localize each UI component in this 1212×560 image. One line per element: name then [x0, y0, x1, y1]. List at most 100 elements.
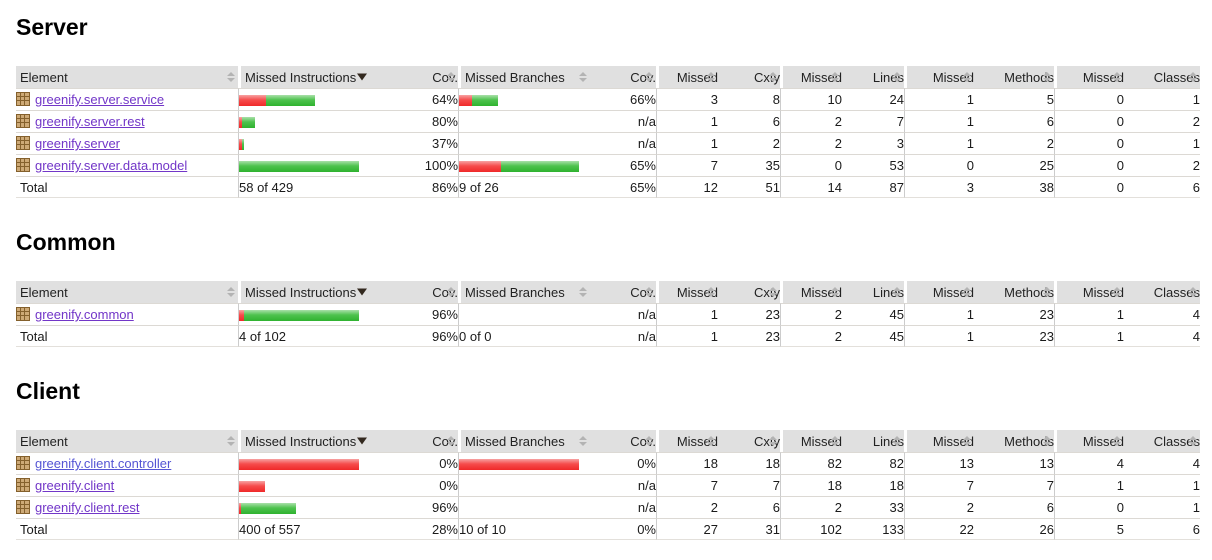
column-header-missed-5[interactable]: Missed [656, 430, 718, 452]
classes-cell: 2 [1124, 154, 1200, 176]
column-header-classes-12[interactable]: Classes [1124, 66, 1200, 88]
column-header-missed-branches-3[interactable]: Missed Branches [458, 66, 590, 88]
sort-icon [1043, 287, 1051, 297]
sort-up-arrow-icon [447, 436, 455, 440]
sort-up-arrow-icon [1113, 72, 1121, 76]
missed-classes-cell: 1 [1054, 303, 1124, 325]
table-body: greenify.common 96% n/a 1 23 2 45 1 23 1 4 [16, 303, 1200, 325]
column-header-element-0[interactable]: Element [16, 281, 238, 303]
total-methods-cell: 26 [974, 518, 1054, 540]
column-header-missed-5[interactable]: Missed [656, 281, 718, 303]
column-header-cxty-6[interactable]: Cxty [718, 430, 780, 452]
sort-down-arrow-icon [1113, 293, 1121, 297]
column-header-missed-instructions-1[interactable]: Missed Instructions [238, 281, 370, 303]
column-header-label: Element [20, 433, 68, 449]
total-row: Total 400 of 557 28% 10 of 10 0% 27 31 102 133 22… [16, 518, 1200, 540]
column-header-classes-12[interactable]: Classes [1124, 430, 1200, 452]
sort-up-arrow-icon [769, 436, 777, 440]
column-header-cov-2[interactable]: Cov. [370, 66, 458, 88]
missed-lines-cell: 0 [780, 154, 842, 176]
column-header-classes-12[interactable]: Classes [1124, 281, 1200, 303]
column-header-missed-instructions-1[interactable]: Missed Instructions [238, 66, 370, 88]
sort-down-arrow-icon [707, 442, 715, 446]
column-header-cov-2[interactable]: Cov. [370, 281, 458, 303]
sort-icon [769, 287, 777, 297]
missed-cell: 18 [656, 452, 718, 474]
header-row: Element Missed Instructions Cov. Missed Bra… [16, 430, 1200, 452]
column-header-element-0[interactable]: Element [16, 66, 238, 88]
coverage-bar-cell [458, 132, 590, 154]
sort-down-arrow-icon [1043, 442, 1051, 446]
classes-cell: 1 [1124, 496, 1200, 518]
column-header-missed-11[interactable]: Missed [1054, 66, 1124, 88]
sort-up-arrow-icon [769, 287, 777, 291]
group-title: Common [16, 229, 116, 255]
sort-down-arrow-icon [357, 73, 367, 81]
sort-icon [963, 72, 971, 82]
table-header: Element Missed Instructions Cov. Missed Bra… [16, 430, 1200, 452]
package-link[interactable]: greenify.client.rest [35, 500, 140, 515]
column-header-missed-9[interactable]: Missed [904, 281, 974, 303]
column-header-missed-7[interactable]: Missed [780, 281, 842, 303]
column-header-missed-branches-3[interactable]: Missed Branches [458, 430, 590, 452]
methods-cell: 2 [974, 132, 1054, 154]
package-link[interactable]: greenify.server [35, 136, 121, 151]
missed-bar [459, 161, 501, 173]
column-header-cov-4[interactable]: Cov. [590, 66, 656, 88]
sort-down-arrow-icon [579, 78, 587, 82]
group-title: Server [16, 14, 88, 40]
package-link[interactable]: greenify.common [35, 307, 134, 322]
instr-cov-cell: 0% [370, 452, 458, 474]
missed-methods-cell: 1 [904, 110, 974, 132]
sort-up-arrow-icon [447, 72, 455, 76]
missed-methods-cell: 0 [904, 154, 974, 176]
package-link[interactable]: greenify.client.controller [35, 456, 172, 471]
sort-icon [1043, 72, 1051, 82]
column-header-element-0[interactable]: Element [16, 430, 238, 452]
sort-up-arrow-icon [579, 436, 587, 440]
sort-down-arrow-icon [831, 78, 839, 82]
table-row: greenify.server 37% n/a 1 2 2 3 1 2 0 1 [16, 132, 1200, 154]
methods-cell: 23 [974, 303, 1054, 325]
package-link[interactable]: greenify.server.data.model [35, 158, 188, 173]
column-header-methods-10[interactable]: Methods [974, 66, 1054, 88]
column-header-cxty-6[interactable]: Cxty [718, 281, 780, 303]
package-link[interactable]: greenify.server.service [35, 92, 165, 107]
sort-icon [831, 72, 839, 82]
column-header-lines-8[interactable]: Lines [842, 66, 904, 88]
column-header-missed-7[interactable]: Missed [780, 430, 842, 452]
sort-up-arrow-icon [963, 72, 971, 76]
sort-down-arrow-icon [447, 78, 455, 82]
classes-cell: 1 [1124, 88, 1200, 110]
column-header-missed-5[interactable]: Missed [656, 66, 718, 88]
column-header-missed-11[interactable]: Missed [1054, 430, 1124, 452]
column-header-missed-branches-3[interactable]: Missed Branches [458, 281, 590, 303]
column-header-cxty-6[interactable]: Cxty [718, 66, 780, 88]
branch-cov-cell: 65% [590, 154, 656, 176]
missed-bar [239, 310, 244, 322]
column-header-missed-9[interactable]: Missed [904, 430, 974, 452]
column-header-cov-4[interactable]: Cov. [590, 430, 656, 452]
column-header-methods-10[interactable]: Methods [974, 430, 1054, 452]
missed-methods-cell: 7 [904, 474, 974, 496]
missed-methods-cell: 1 [904, 303, 974, 325]
column-header-missed-instructions-1[interactable]: Missed Instructions [238, 430, 370, 452]
total-methods-cell: 23 [974, 325, 1054, 347]
table-footer: Total 4 of 102 96% 0 of 0 n/a 1 23 2 45 1 23 1 4 [16, 325, 1200, 347]
column-header-missed-7[interactable]: Missed [780, 66, 842, 88]
column-header-cov-4[interactable]: Cov. [590, 281, 656, 303]
sort-up-arrow-icon [1113, 287, 1121, 291]
total-missed-lines-cell: 102 [780, 518, 842, 540]
column-header-missed-9[interactable]: Missed [904, 66, 974, 88]
sort-up-arrow-icon [707, 287, 715, 291]
missed-classes-cell: 0 [1054, 88, 1124, 110]
column-header-lines-8[interactable]: Lines [842, 430, 904, 452]
total-branch-cell: 9 of 26 [458, 176, 590, 198]
column-header-cov-2[interactable]: Cov. [370, 430, 458, 452]
package-link[interactable]: greenify.server.rest [35, 114, 145, 129]
column-header-missed-11[interactable]: Missed [1054, 281, 1124, 303]
package-link[interactable]: greenify.client [35, 478, 115, 493]
missed-lines-cell: 2 [780, 132, 842, 154]
column-header-lines-8[interactable]: Lines [842, 281, 904, 303]
column-header-methods-10[interactable]: Methods [974, 281, 1054, 303]
